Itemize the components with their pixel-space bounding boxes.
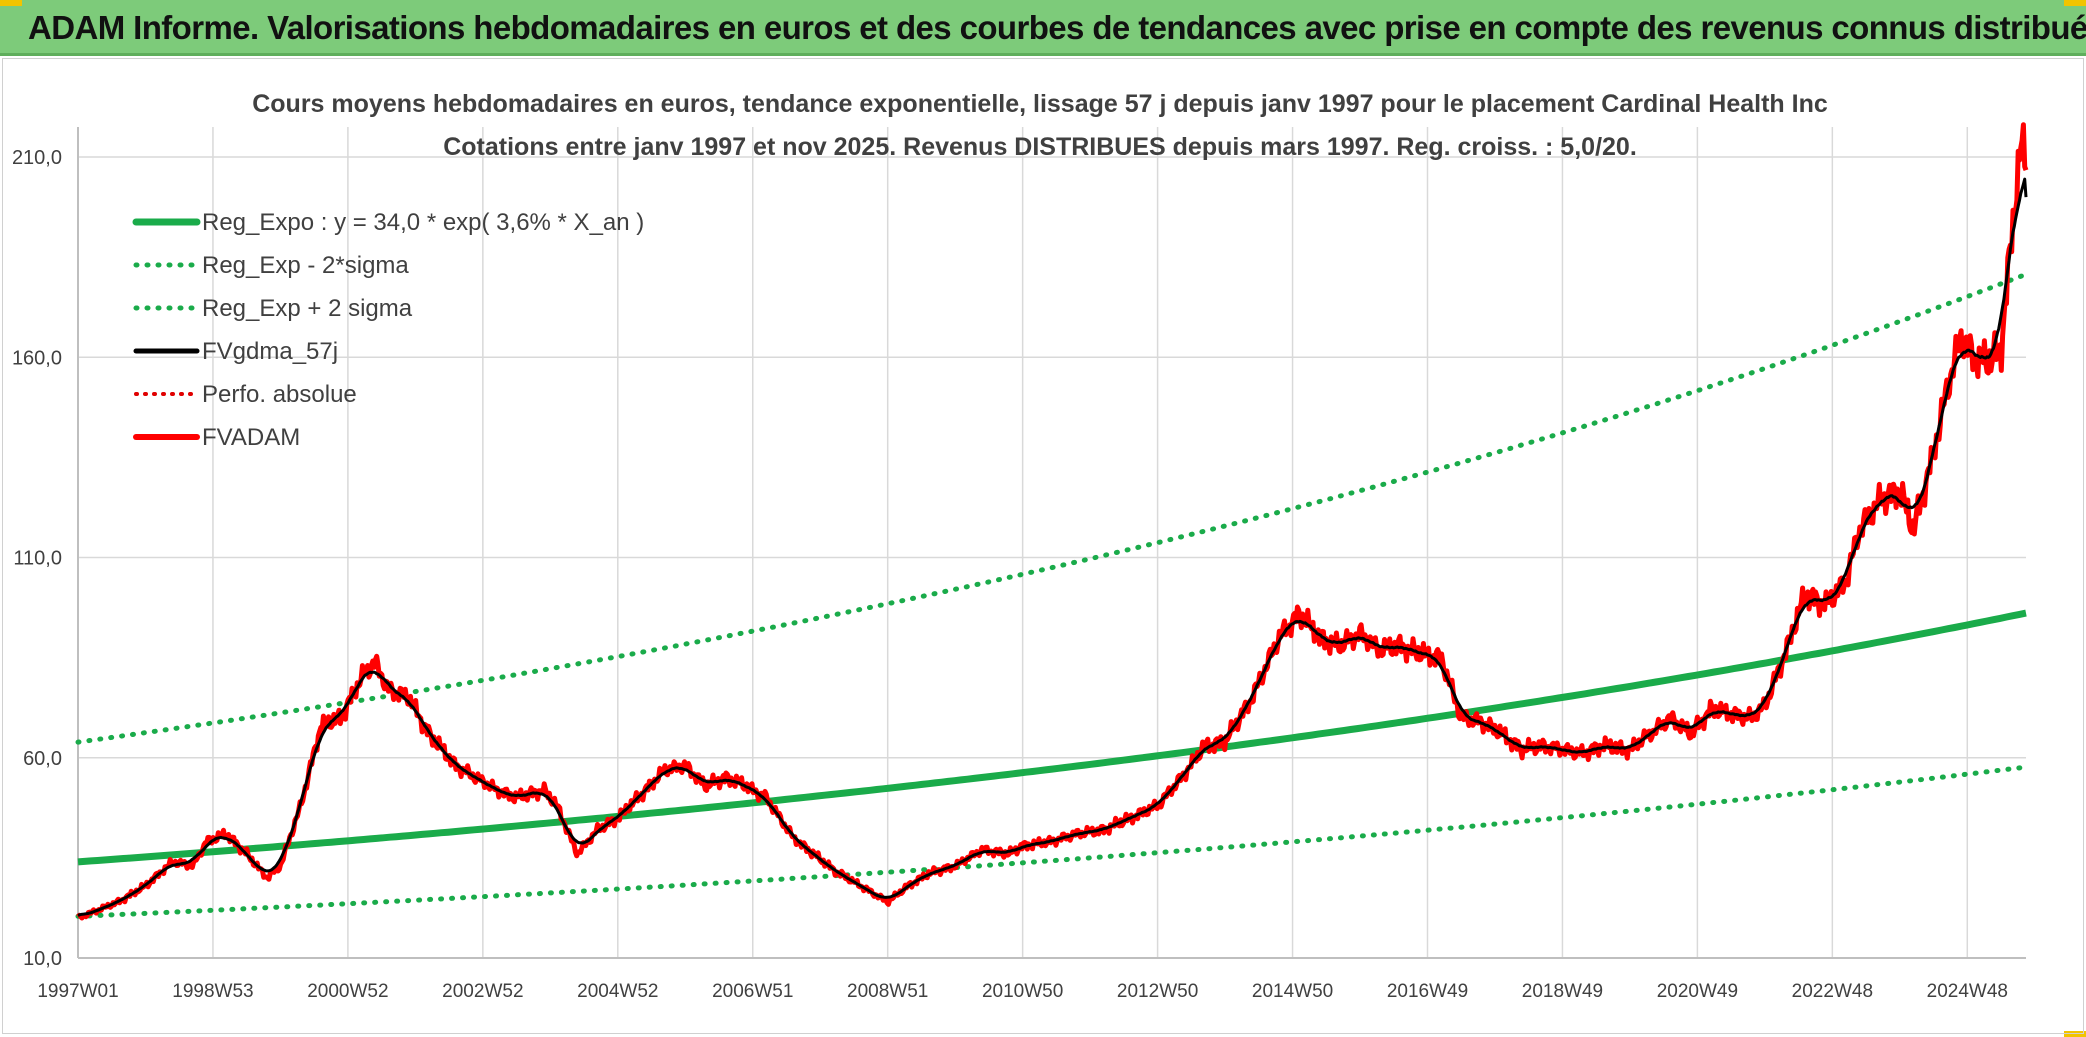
- y-tick-label: 10,0: [23, 948, 62, 970]
- corner-mark-top-left: [0, 0, 22, 6]
- y-tick-label: 210,0: [12, 147, 62, 169]
- series-fvgdma-57j: [77, 177, 2028, 917]
- x-tick-label: 2014W50: [1252, 981, 1333, 1002]
- axis-layer: 10,0 60,0 110,0 160,0 210,0 1997W01 1998W53 200…: [12, 127, 2026, 1002]
- corner-mark-bottom-right: [2064, 1031, 2086, 1037]
- x-tick-label: 2016W49: [1387, 981, 1468, 1002]
- x-tick-label: 2002W52: [442, 981, 523, 1002]
- x-tick-label: 2024W48: [1927, 981, 2008, 1002]
- legend-item-reg-expo: Reg_Expo : y = 34,0 * exp( 3,6% * X_an ): [132, 209, 644, 236]
- legend-label: Reg_Expo : y = 34,0 * exp( 3,6% * X_an ): [202, 209, 644, 236]
- y-tick-label: 110,0: [13, 548, 62, 570]
- x-tick-label: 2000W52: [307, 981, 388, 1002]
- legend-label: Perfo. absolue: [202, 381, 357, 408]
- x-tick-label: 2010W50: [982, 981, 1063, 1002]
- series-reg-minus-2sigma: [75, 764, 2029, 919]
- legend-item-reg-plus-2sigma: Reg_Exp + 2 sigma: [133, 295, 413, 322]
- x-tick-label: 2020W49: [1657, 981, 1738, 1002]
- x-tick-label: 2018W49: [1522, 981, 1603, 1002]
- x-tick-label: 2008W51: [847, 981, 928, 1002]
- corner-mark-top-right: [2064, 0, 2086, 6]
- x-tick-label: 2006W51: [712, 981, 793, 1002]
- chart-title: Cours moyens hebdomadaires en euros, ten…: [252, 90, 1828, 118]
- y-tick-label: 160,0: [12, 347, 62, 369]
- chart-subtitle: Cotations entre janv 1997 et nov 2025. R…: [443, 133, 1637, 161]
- x-tick-label: 1998W53: [172, 981, 253, 1002]
- series-layer: [75, 122, 2029, 921]
- legend-item-fvgdma-57j: FVgdma_57j: [133, 338, 338, 365]
- x-tick-label: 1997W01: [37, 981, 118, 1002]
- legend-item-reg-minus-2sigma: Reg_Exp - 2*sigma: [133, 252, 409, 279]
- banner-title: ADAM Informe. Valorisations hebdomadaire…: [28, 9, 2086, 46]
- y-tick-label: 60,0: [23, 748, 62, 770]
- chart-frame: [2, 58, 2084, 1034]
- legend-label: FVgdma_57j: [202, 338, 338, 365]
- x-tick-label: 2012W50: [1117, 981, 1198, 1002]
- x-tick-label: 2004W52: [577, 981, 658, 1002]
- legend-item-perfo-absolue: Perfo. absolue: [134, 381, 357, 408]
- legend-label: Reg_Exp - 2*sigma: [202, 252, 409, 279]
- legend: Reg_Expo : y = 34,0 * exp( 3,6% * X_an )…: [132, 209, 644, 451]
- legend-label: Reg_Exp + 2 sigma: [202, 295, 413, 322]
- series-reg-expo: [77, 609, 2027, 866]
- legend-item-fvadam: FVADAM: [133, 424, 300, 451]
- legend-label: FVADAM: [202, 424, 300, 451]
- title-banner: ADAM Informe. Valorisations hebdomadaire…: [0, 0, 2086, 56]
- x-tick-label: 2022W48: [1792, 981, 1873, 1002]
